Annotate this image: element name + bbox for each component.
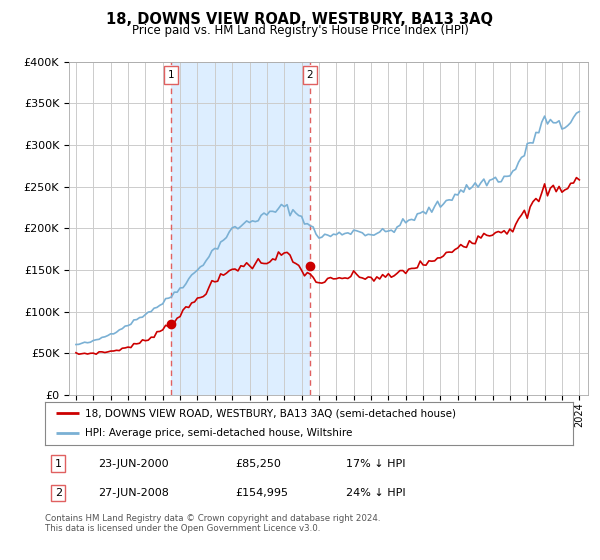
Text: 2: 2 xyxy=(55,488,62,498)
Text: 18, DOWNS VIEW ROAD, WESTBURY, BA13 3AQ: 18, DOWNS VIEW ROAD, WESTBURY, BA13 3AQ xyxy=(107,12,493,27)
Text: 1: 1 xyxy=(55,459,62,469)
Text: 18, DOWNS VIEW ROAD, WESTBURY, BA13 3AQ (semi-detached house): 18, DOWNS VIEW ROAD, WESTBURY, BA13 3AQ … xyxy=(85,408,455,418)
Text: Contains HM Land Registry data © Crown copyright and database right 2024.
This d: Contains HM Land Registry data © Crown c… xyxy=(45,514,380,533)
Text: 2: 2 xyxy=(307,70,313,80)
Text: 17% ↓ HPI: 17% ↓ HPI xyxy=(346,459,406,469)
Text: 1: 1 xyxy=(167,70,174,80)
Bar xyxy=(171,62,310,395)
Text: HPI: Average price, semi-detached house, Wiltshire: HPI: Average price, semi-detached house,… xyxy=(85,428,352,438)
Text: £85,250: £85,250 xyxy=(235,459,281,469)
Text: Price paid vs. HM Land Registry's House Price Index (HPI): Price paid vs. HM Land Registry's House … xyxy=(131,24,469,37)
Text: 27-JUN-2008: 27-JUN-2008 xyxy=(98,488,169,498)
Text: £154,995: £154,995 xyxy=(235,488,288,498)
Text: 24% ↓ HPI: 24% ↓ HPI xyxy=(346,488,406,498)
Text: 23-JUN-2000: 23-JUN-2000 xyxy=(98,459,169,469)
